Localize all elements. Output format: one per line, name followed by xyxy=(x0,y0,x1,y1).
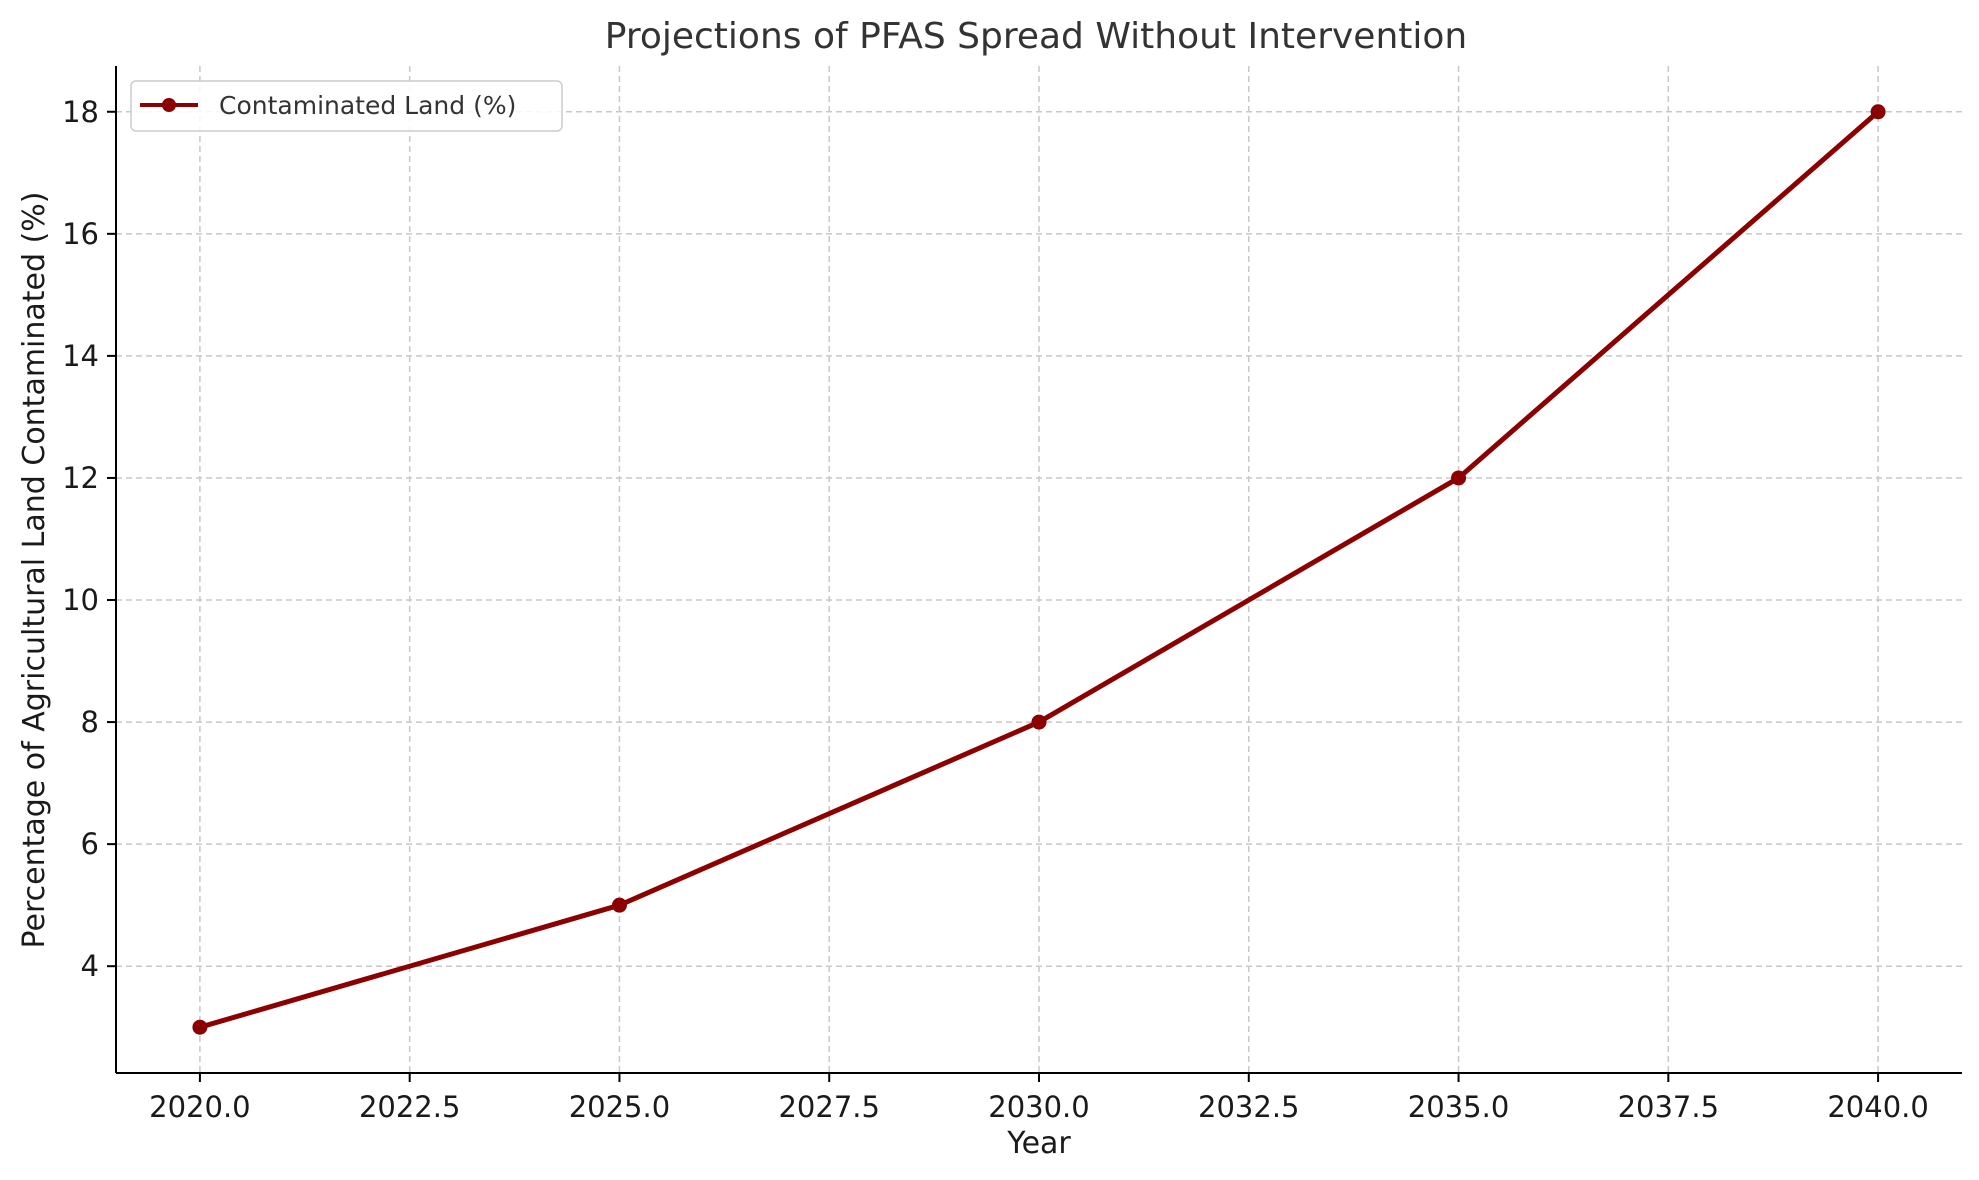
x-tick-label: 2027.5 xyxy=(778,1090,879,1124)
series-layer xyxy=(192,104,1886,1035)
y-tick-label: 16 xyxy=(62,217,99,251)
x-tick-label: 2025.0 xyxy=(569,1090,670,1124)
chart-title: Projections of PFAS Spread Without Inter… xyxy=(605,16,1467,57)
x-tick-label: 2020.0 xyxy=(149,1090,250,1124)
y-axis-label: Percentage of Agricultural Land Contamin… xyxy=(17,191,52,948)
x-axis-label: Year xyxy=(1006,1126,1071,1161)
y-tick-label: 18 xyxy=(62,95,99,129)
x-tick-label: 2022.5 xyxy=(359,1090,460,1124)
y-tick-label: 4 xyxy=(81,949,99,983)
y-axis-ticks: 4 6 8 10 12 14 16 18 xyxy=(62,95,116,983)
y-tick-label: 10 xyxy=(62,583,99,617)
grid-lines xyxy=(116,66,1962,1073)
data-point xyxy=(1870,104,1886,120)
y-tick-label: 8 xyxy=(81,705,99,739)
legend-box xyxy=(130,80,563,132)
legend-label: Contaminated Land (%) xyxy=(219,91,516,120)
x-tick-label: 2032.5 xyxy=(1198,1090,1299,1124)
x-axis-ticks: 2020.0 2022.5 2025.0 2027.5 2030.0 2032.5 2035… xyxy=(149,1073,1929,1124)
data-point xyxy=(1031,714,1047,730)
y-tick-label: 12 xyxy=(62,461,99,495)
x-tick-label: 2030.0 xyxy=(988,1090,1089,1124)
data-point xyxy=(192,1019,208,1035)
y-tick-label: 6 xyxy=(81,827,99,861)
x-tick-label: 2040.0 xyxy=(1827,1090,1928,1124)
x-tick-label: 2035.0 xyxy=(1408,1090,1509,1124)
legend: Contaminated Land (%) xyxy=(130,80,563,132)
data-point xyxy=(1451,470,1467,486)
x-tick-label: 2037.5 xyxy=(1618,1090,1719,1124)
data-point xyxy=(611,897,627,913)
y-tick-label: 14 xyxy=(62,339,99,373)
legend-marker-swatch xyxy=(162,98,176,112)
